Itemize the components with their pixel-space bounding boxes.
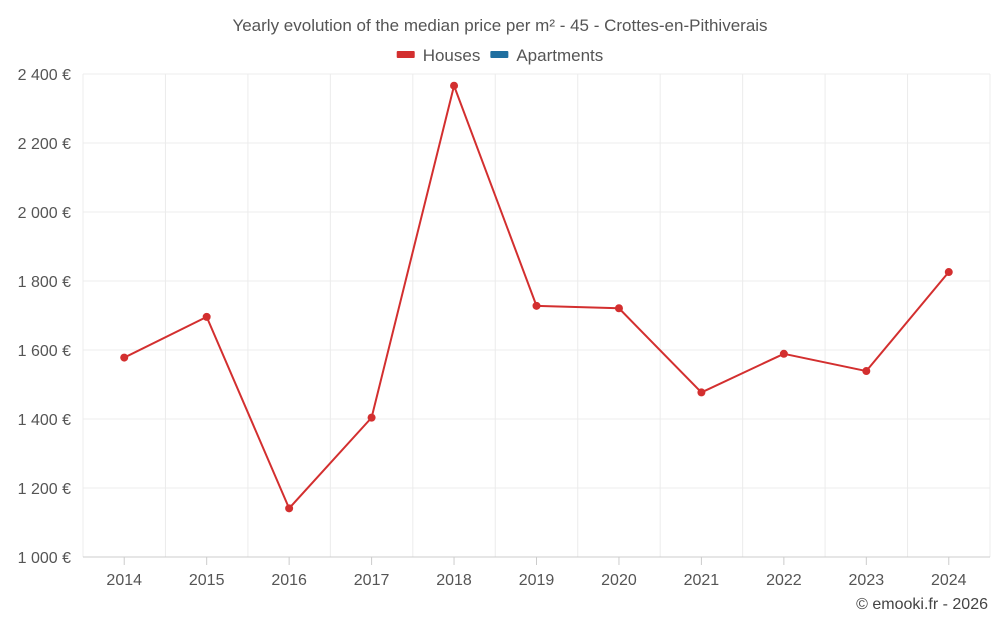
data-point[interactable] [120, 353, 129, 362]
x-tick-label: 2023 [849, 572, 885, 589]
x-tick-label: 2014 [106, 572, 142, 589]
data-point[interactable] [285, 504, 294, 513]
data-point[interactable] [450, 81, 459, 90]
y-tick-label: 1 400 € [18, 412, 71, 429]
y-tick-label: 1 600 € [18, 343, 71, 360]
x-tick-label: 2017 [354, 572, 390, 589]
y-tick-label: 2 000 € [18, 205, 71, 222]
data-point[interactable] [944, 268, 953, 277]
data-point[interactable] [779, 349, 788, 358]
x-tick-label: 2022 [766, 572, 802, 589]
y-tick-label: 1 000 € [18, 550, 71, 567]
data-point[interactable] [862, 367, 871, 376]
legend-swatch-houses[interactable] [396, 51, 415, 58]
data-point[interactable] [614, 304, 623, 313]
x-tick-label: 2019 [519, 572, 555, 589]
y-tick-label: 1 200 € [18, 481, 71, 498]
data-point[interactable] [697, 388, 706, 397]
x-tick-label: 2016 [271, 572, 307, 589]
y-tick-label: 2 200 € [18, 136, 71, 153]
y-tick-label: 1 800 € [18, 274, 71, 291]
chart-title: Yearly evolution of the median price per… [232, 16, 767, 35]
data-point[interactable] [202, 312, 211, 321]
x-tick-label: 2015 [189, 572, 225, 589]
series-layer [120, 81, 953, 513]
x-tick-label: 2018 [436, 572, 472, 589]
legend-label-houses[interactable]: Houses [423, 46, 481, 65]
axes: 1 000 € 1 200 € 1 400 € 1 600 € 1 800 € 2 000… [18, 67, 990, 589]
x-tick-label: 2021 [684, 572, 720, 589]
legend: Houses Apartments [396, 46, 603, 65]
legend-swatch-apartments[interactable] [490, 51, 509, 58]
data-point[interactable] [532, 301, 541, 310]
x-tick-label: 2020 [601, 572, 637, 589]
data-point[interactable] [367, 413, 376, 422]
legend-label-apartments[interactable]: Apartments [516, 46, 603, 65]
x-tick-label: 2024 [931, 572, 967, 589]
y-tick-label: 2 400 € [18, 67, 71, 84]
grid [82, 73, 991, 557]
credit-text: © emooki.fr - 2026 [856, 596, 988, 613]
